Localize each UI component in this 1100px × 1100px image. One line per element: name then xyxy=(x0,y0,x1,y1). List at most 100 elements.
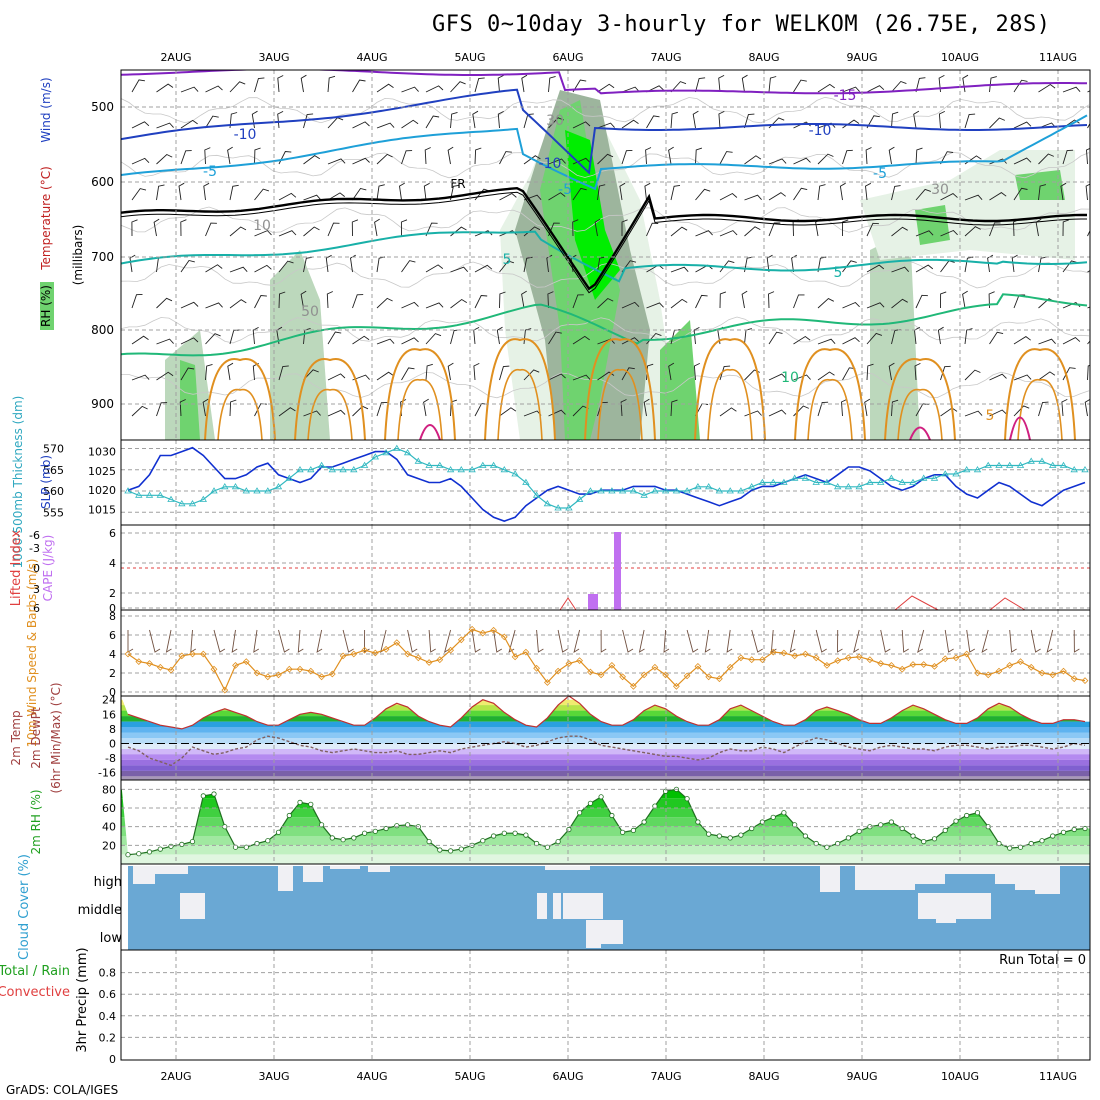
wind-barb xyxy=(670,111,678,129)
wind-barb xyxy=(670,81,687,93)
wind-barb xyxy=(670,266,689,273)
temp-contour-15 xyxy=(584,338,656,440)
rh2m-marker xyxy=(1082,825,1088,832)
wind10m-marker xyxy=(662,671,669,679)
wind-barb xyxy=(303,410,321,417)
thickness-marker xyxy=(984,461,992,468)
wind-barb-10m xyxy=(213,629,226,653)
date-label-top: 3AUG xyxy=(258,51,289,64)
total-rain-label: Total / Rain xyxy=(0,964,70,979)
wind-barb xyxy=(937,326,944,345)
wind10m-marker xyxy=(156,663,164,671)
rh2m-marker xyxy=(136,851,142,857)
date-label-top: 7AUG xyxy=(650,51,681,64)
wind-barb xyxy=(401,150,413,165)
thickness-marker xyxy=(1070,466,1078,473)
wind10m-marker xyxy=(242,658,250,665)
date-label-bottom: 10AUG xyxy=(941,1070,979,1083)
grads-credit: GrADS: COLA/IGES xyxy=(6,1083,119,1097)
temp-tick: -8 xyxy=(105,752,116,765)
thickness-marker xyxy=(242,487,251,494)
wind-barb xyxy=(131,188,147,201)
wind-barb xyxy=(768,409,787,417)
wind10m-marker xyxy=(1070,675,1078,683)
wind-barb xyxy=(254,264,272,273)
wind-barb xyxy=(1086,147,1090,165)
wind-barb xyxy=(891,298,908,309)
temp-contour-20 xyxy=(597,369,643,440)
wind-barb xyxy=(695,294,708,309)
wind-barb xyxy=(670,298,688,309)
wind-barb xyxy=(352,405,369,417)
wind-barb xyxy=(352,121,370,129)
wind-barb xyxy=(842,301,860,309)
contour-label: -10 xyxy=(539,156,562,172)
wind-barb xyxy=(229,299,247,309)
wind-barb xyxy=(131,219,138,237)
temp-contour-15 xyxy=(384,348,456,440)
thickness-marker xyxy=(790,474,799,481)
wind10m-marker xyxy=(199,650,207,658)
wind-barb xyxy=(719,230,738,237)
wind10m-marker xyxy=(275,671,282,679)
wind-barb xyxy=(303,256,313,273)
rh2m-marker xyxy=(512,830,518,836)
wind-barb xyxy=(938,110,945,129)
wind10m-marker xyxy=(479,629,487,637)
wind-barb xyxy=(472,110,479,129)
rh2m-marker xyxy=(641,819,647,825)
contour-label: 5 xyxy=(834,265,843,281)
temp-contour-15 xyxy=(204,358,276,440)
wind10m-marker xyxy=(748,656,756,664)
wind-barb xyxy=(744,410,762,417)
rh2m-marker xyxy=(781,810,787,816)
wind-barb xyxy=(866,264,885,273)
wind-barb xyxy=(989,409,1007,417)
wind-barb xyxy=(546,254,553,273)
thickness-marker xyxy=(683,487,691,494)
thickness-marker xyxy=(532,491,541,498)
wind-barb-10m xyxy=(880,629,891,653)
cloud-axis-label: Cloud Cover (%) xyxy=(17,854,32,960)
wind-barb xyxy=(156,402,168,417)
rh2m-marker xyxy=(824,844,830,850)
rh-tick: 40 xyxy=(102,821,116,834)
contour-label: -15 xyxy=(834,88,857,104)
wind-barb xyxy=(499,192,517,201)
wind-barb xyxy=(278,230,297,237)
wind-barb xyxy=(1013,121,1032,129)
wind-barb xyxy=(327,75,336,93)
cloud-middle xyxy=(936,893,956,923)
date-label-top: 11AUG xyxy=(1039,51,1077,64)
rh2m-marker xyxy=(501,830,507,836)
wind-barb xyxy=(401,86,419,93)
wind10m-marker xyxy=(146,660,153,667)
wind-barb xyxy=(915,294,928,309)
thickness-marker xyxy=(382,449,390,456)
wind10m-marker xyxy=(447,646,454,654)
wind-barb xyxy=(989,192,1007,201)
wind-barb xyxy=(229,112,238,129)
wind-barb xyxy=(131,157,150,165)
wind10m-marker xyxy=(544,679,551,686)
wind-barb-10m xyxy=(966,629,976,653)
thickness-marker xyxy=(844,483,853,490)
cloud-level-label: middle xyxy=(78,903,122,918)
wind10m-marker xyxy=(232,662,239,669)
wind-barb xyxy=(1087,90,1090,93)
wind-barb-10m xyxy=(278,629,290,653)
wind-barb-10m xyxy=(770,629,777,653)
thickness-marker xyxy=(565,504,573,511)
wind10m-marker xyxy=(393,639,401,646)
rh2m-marker xyxy=(964,812,970,819)
wind-barb xyxy=(645,147,652,165)
rh2m-axis-label: 2m RH (%) xyxy=(29,789,43,854)
cloud-high xyxy=(155,866,180,874)
rh2m-marker xyxy=(383,825,389,832)
contour-label: 5 xyxy=(986,408,995,424)
thickness-marker xyxy=(887,474,896,481)
wind-barb xyxy=(1085,183,1090,201)
rh2m-marker xyxy=(727,835,733,841)
wind-barb-10m xyxy=(407,629,418,653)
wind-barb xyxy=(450,266,469,273)
